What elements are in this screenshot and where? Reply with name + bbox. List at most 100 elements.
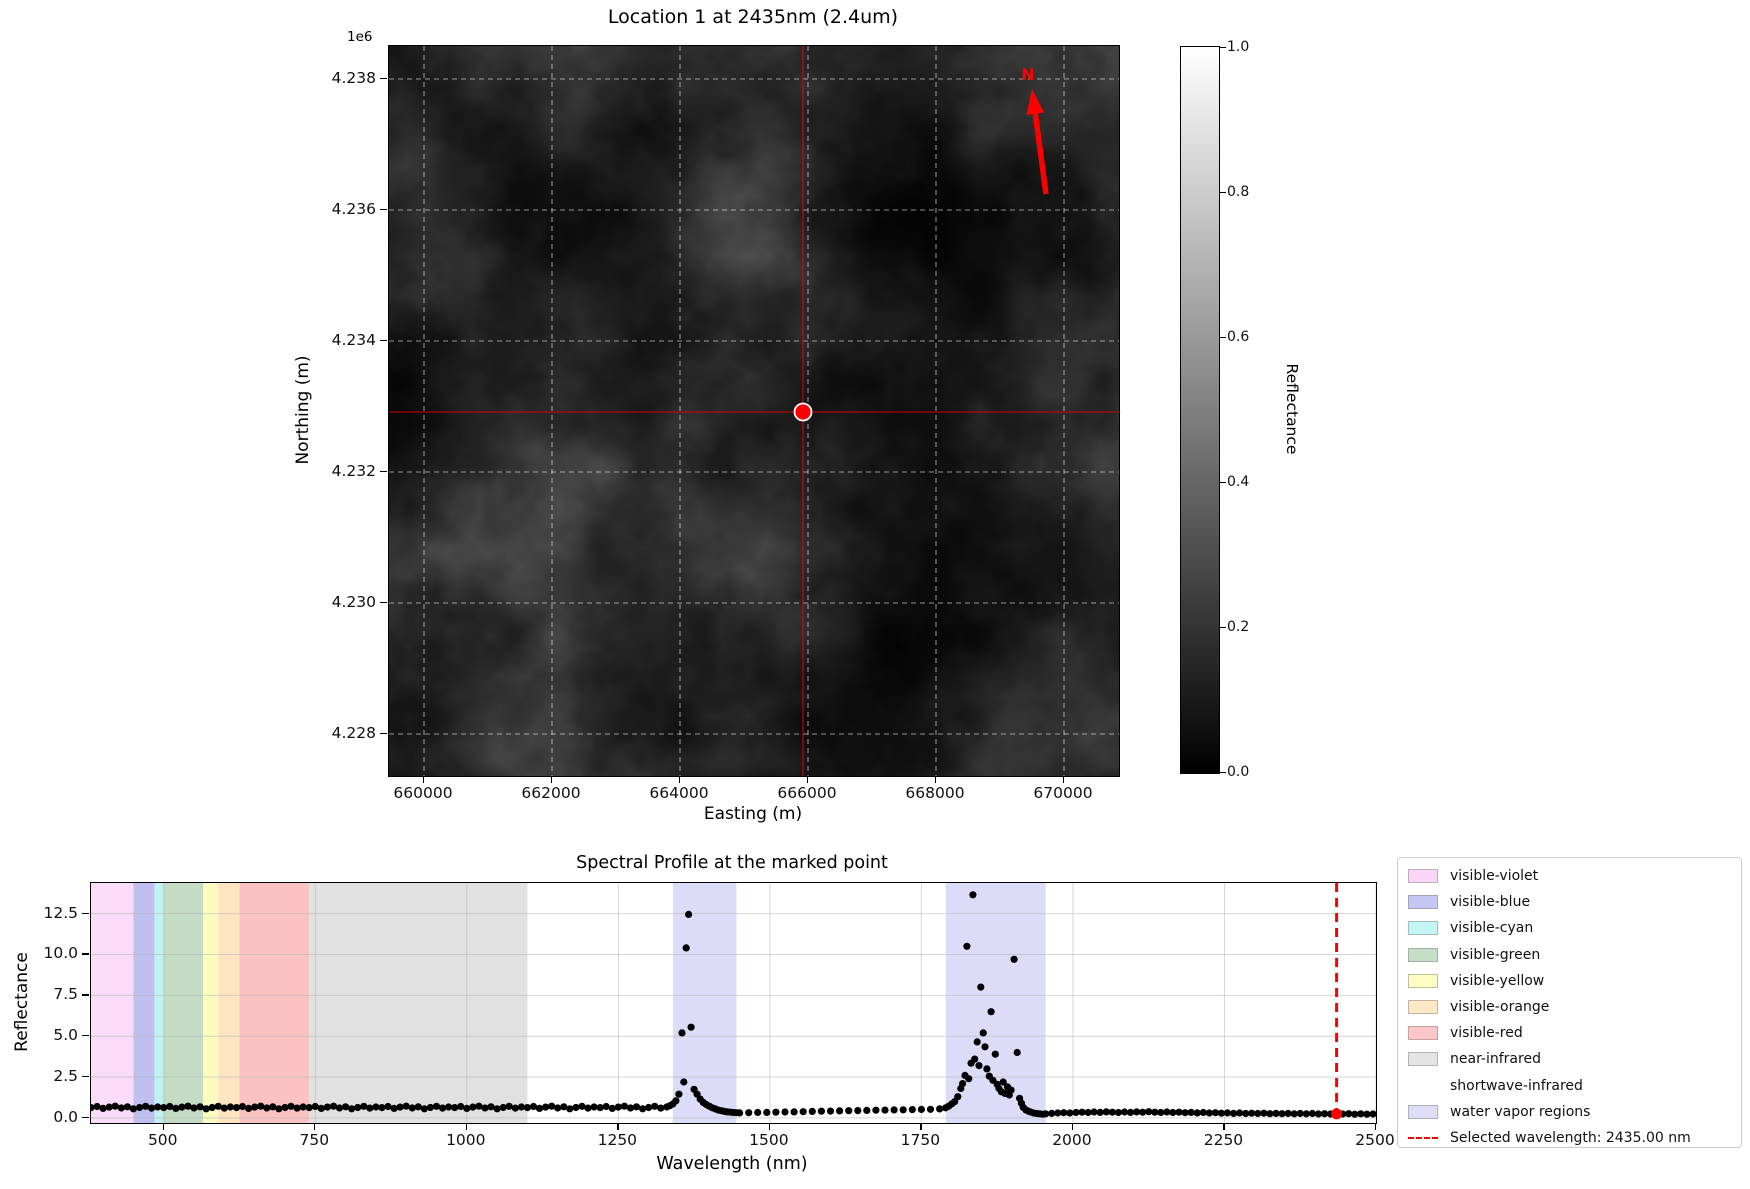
spectrum-point	[299, 1103, 307, 1111]
spectrum-point	[232, 1104, 241, 1112]
spectrum-point	[1260, 1109, 1268, 1117]
spectrum-point	[396, 1103, 404, 1111]
spectrum-point	[614, 1103, 622, 1111]
spectrum-point	[745, 1109, 753, 1117]
map-xtick-mark	[423, 776, 425, 783]
legend-entry: visible-orange	[1408, 994, 1741, 1020]
spectrum-point	[457, 1102, 465, 1111]
spectrum-point	[1278, 1110, 1286, 1118]
spectrum-point	[566, 1105, 574, 1113]
legend-color-swatch-icon	[1408, 973, 1438, 988]
spectrum-point	[1007, 1086, 1015, 1094]
spectrum-point	[542, 1103, 550, 1111]
legend-entry: visible-violet	[1408, 863, 1741, 889]
spectrum-point	[372, 1103, 380, 1111]
spec-xtick-mark	[768, 1123, 771, 1130]
spectrum-point	[826, 1107, 835, 1115]
north-arrow-head	[1026, 89, 1045, 115]
spectrum-point	[908, 1106, 916, 1114]
spectrum-point	[245, 1104, 253, 1112]
legend-color-swatch-icon	[1408, 1052, 1438, 1067]
spectrum-point	[1048, 1109, 1056, 1117]
spectrum-point	[505, 1102, 513, 1110]
spectrum-point	[979, 1029, 987, 1037]
spectrum-point	[899, 1106, 907, 1114]
legend-color-swatch-icon	[1408, 1079, 1438, 1093]
map-ytick-mark	[380, 78, 387, 80]
spectrum-point	[987, 1008, 995, 1016]
spectrum-point	[105, 1103, 113, 1111]
spectrum-point	[926, 1105, 935, 1113]
spec-ytick-mark	[82, 912, 89, 914]
spectrum-point	[632, 1103, 641, 1111]
spectrum-point	[335, 1104, 344, 1112]
legend-entry-label: shortwave-infrared	[1450, 1077, 1583, 1094]
legend-color-swatch-icon	[1408, 895, 1438, 910]
spectrum-point	[420, 1105, 428, 1113]
spec-ytick-label: 5.0	[53, 1026, 78, 1045]
map-xtick-label: 666000	[777, 784, 837, 802]
spectrum-point	[535, 1104, 544, 1112]
map-xlabel: Easting (m)	[703, 804, 803, 824]
spectrum-point	[554, 1104, 562, 1112]
spectrum-point	[178, 1103, 186, 1111]
spectrum-point	[1284, 1109, 1292, 1117]
map-xtick-mark	[935, 776, 937, 783]
spectrum-point	[402, 1102, 410, 1110]
legend-color-swatch-icon	[1408, 869, 1438, 884]
spectrum-point	[1010, 955, 1018, 963]
spectrum-point	[1133, 1108, 1141, 1116]
spectrum-point	[493, 1105, 501, 1113]
spectrum-point	[969, 891, 977, 899]
spectrum-point	[754, 1108, 762, 1117]
colorbar-tick-label: 1.0	[1227, 39, 1250, 55]
spectrum-point	[763, 1108, 771, 1116]
spectrum-point	[378, 1104, 386, 1112]
spectral-axes	[87, 882, 1377, 1124]
spec-ytick-label: 2.5	[53, 1067, 78, 1086]
spectrum-point	[469, 1103, 477, 1111]
map-ytick-label: 4.228	[331, 724, 376, 742]
spectrum-point	[548, 1102, 556, 1110]
spectrum-point	[1320, 1110, 1329, 1118]
spectrum-point	[672, 1097, 680, 1105]
band-visible-cyan	[154, 883, 164, 1123]
spectrum-point	[1308, 1109, 1316, 1118]
spectrum-point	[1199, 1108, 1207, 1117]
legend-color-swatch-icon	[1408, 947, 1438, 962]
spec-ytick-mark	[82, 1116, 89, 1119]
spectrum-point	[529, 1102, 538, 1111]
spectrum-point	[590, 1103, 598, 1111]
spectrum-point	[983, 1065, 991, 1073]
legend-entry-label: visible-yellow	[1450, 972, 1545, 989]
spectrum-point	[263, 1104, 271, 1112]
spectrum-point	[269, 1103, 277, 1111]
legend-entry: shortwave-infrared	[1408, 1073, 1741, 1099]
spectrum-point	[1066, 1109, 1074, 1117]
map-ytick-mark	[380, 602, 387, 604]
spectrum-point	[781, 1108, 789, 1116]
spectrum-point	[971, 1055, 979, 1063]
spectrum-point	[1013, 1048, 1021, 1057]
spectrum-point	[1084, 1108, 1092, 1117]
spectrum-point	[275, 1105, 283, 1113]
spectrum-point	[639, 1105, 647, 1113]
spec-ytick-mark	[82, 994, 89, 996]
spectrum-point	[973, 1038, 981, 1046]
legend-entry-label: Selected wavelength: 2435.00 nm	[1450, 1129, 1691, 1146]
legend-entry: visible-blue	[1408, 889, 1741, 915]
spectrum-point	[890, 1106, 898, 1114]
spectrum-point	[1090, 1108, 1098, 1116]
legend-color-swatch-icon	[1408, 1104, 1438, 1119]
spectral-plot	[87, 883, 1377, 1123]
spectrum-point	[854, 1107, 862, 1115]
map-overlay: N	[389, 46, 1119, 776]
spectrum-point	[1072, 1108, 1080, 1117]
spectrum-point	[208, 1103, 216, 1112]
legend-entry-label: visible-blue	[1450, 894, 1531, 911]
spectrum-point	[620, 1102, 629, 1110]
spectrum-point	[1223, 1109, 1232, 1117]
spectrum-point	[1181, 1109, 1189, 1117]
spec-xtick-label: 1000	[446, 1131, 486, 1149]
spectrum-point	[975, 1062, 983, 1070]
